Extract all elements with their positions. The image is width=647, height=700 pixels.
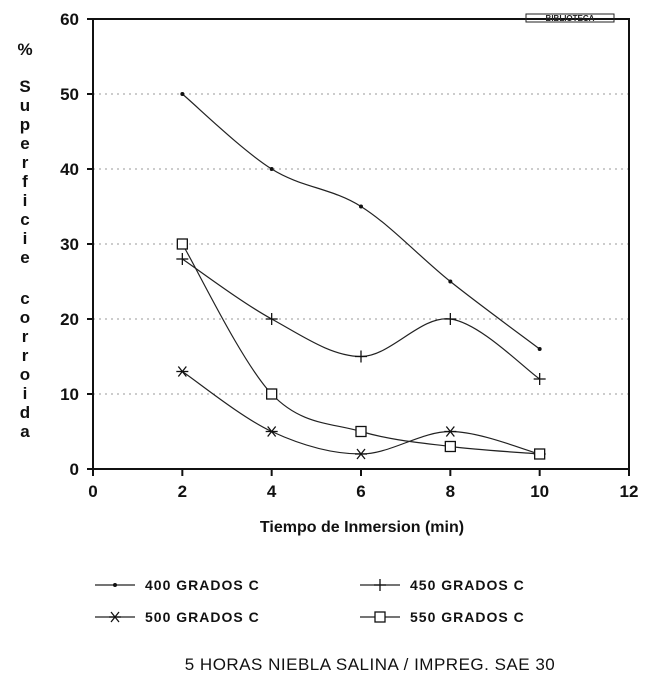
y-tick-label: 40 (60, 160, 79, 179)
y-axis-label-char: a (20, 422, 30, 441)
x-tick-label: 12 (620, 482, 639, 501)
data-point-square (444, 440, 456, 453)
y-axis-label-char: e (20, 134, 29, 153)
data-point-dot (537, 347, 542, 351)
data-point-square (176, 238, 188, 250)
ylabel-prefix: % (17, 40, 32, 59)
data-point-dot (113, 583, 117, 587)
series-line (181, 243, 540, 455)
series-line (181, 371, 540, 455)
data-point-plus (444, 313, 457, 325)
y-tick-label: 30 (60, 235, 79, 254)
legend-label: 550 GRADOS C (410, 609, 525, 625)
data-point-dot (359, 204, 363, 209)
y-axis-label-char: e (20, 248, 29, 267)
x-tick-label: 0 (88, 482, 97, 501)
series-star (176, 366, 546, 460)
data-point-plus (265, 313, 278, 325)
caption: 5 HORAS NIEBLA SALINA / IMPREG. SAE 30 (185, 655, 555, 674)
axis-ticks: 0 10 20 30 40 50 60 0 2 4 6 8 10 12 (60, 10, 638, 501)
legend-label: 500 GRADOS C (145, 609, 260, 625)
data-point-dot (448, 279, 453, 284)
data-point-star (265, 426, 278, 437)
data-point-plus (374, 579, 386, 591)
library-stamp: BIBLIOTECA (525, 13, 615, 23)
x-tick-label: 4 (267, 482, 277, 501)
series (176, 92, 546, 460)
y-axis-label-char: S (19, 77, 30, 96)
series-plus (176, 253, 546, 385)
y-axis-label-char: i (23, 229, 28, 248)
data-point-star (176, 366, 189, 377)
legend-item: 400 GRADOS C (95, 577, 260, 593)
data-point-dot (180, 92, 185, 96)
x-tick-label: 8 (446, 482, 455, 501)
y-tick-label: 50 (60, 85, 79, 104)
y-tick-label: 20 (60, 310, 79, 329)
data-point-dot (269, 167, 274, 171)
y-axis-label-char: d (20, 403, 30, 422)
y-axis-label-char: u (20, 96, 30, 115)
data-point-square (266, 388, 278, 400)
series-dot (180, 92, 542, 351)
y-axis-label-char: r (22, 346, 29, 365)
legend: 400 GRADOS C 450 GRADOS C 500 GRADOS C 550 … (95, 577, 525, 625)
y-axis-label-char: o (20, 365, 30, 384)
y-axis-label-char: i (23, 384, 28, 403)
series-square (176, 238, 546, 460)
series-line (181, 93, 541, 350)
legend-item: 550 GRADOS C (360, 609, 525, 625)
x-tick-label: 2 (178, 482, 187, 501)
y-axis-label-char: r (22, 153, 29, 172)
x-axis-label: Tiempo de Inmersion (min) (260, 519, 464, 536)
data-point-square (355, 425, 367, 438)
y-axis-label-char: o (20, 308, 30, 327)
legend-item: 450 GRADOS C (360, 577, 525, 593)
svg-text:BIBLIOTECA: BIBLIOTECA (546, 14, 595, 23)
data-point-square (534, 448, 546, 460)
data-point-star (444, 426, 457, 437)
y-tick-label: 0 (70, 460, 79, 479)
legend-label: 450 GRADOS C (410, 577, 525, 593)
y-axis-label-char: p (20, 115, 30, 134)
legend-item: 500 GRADOS C (95, 609, 260, 625)
grid (93, 93, 629, 395)
y-axis-label-char: i (23, 191, 28, 210)
y-axis-label-char: f (22, 172, 28, 191)
data-point-star (355, 448, 367, 460)
data-point-star (109, 611, 121, 623)
data-point-square (374, 611, 386, 623)
legend-label: 400 GRADOS C (145, 577, 260, 593)
y-axis-label-char: c (20, 210, 29, 229)
plot-frame (92, 18, 630, 470)
y-axis-label-char: c (20, 289, 29, 308)
x-tick-label: 6 (356, 482, 365, 501)
y-tick-label: 60 (60, 10, 79, 29)
data-point-plus (355, 350, 367, 363)
x-tick-label: 10 (530, 482, 549, 501)
data-point-plus (533, 373, 546, 385)
y-tick-label: 10 (60, 385, 79, 404)
data-point-plus (176, 253, 189, 265)
y-axis-label-char: r (22, 327, 29, 346)
